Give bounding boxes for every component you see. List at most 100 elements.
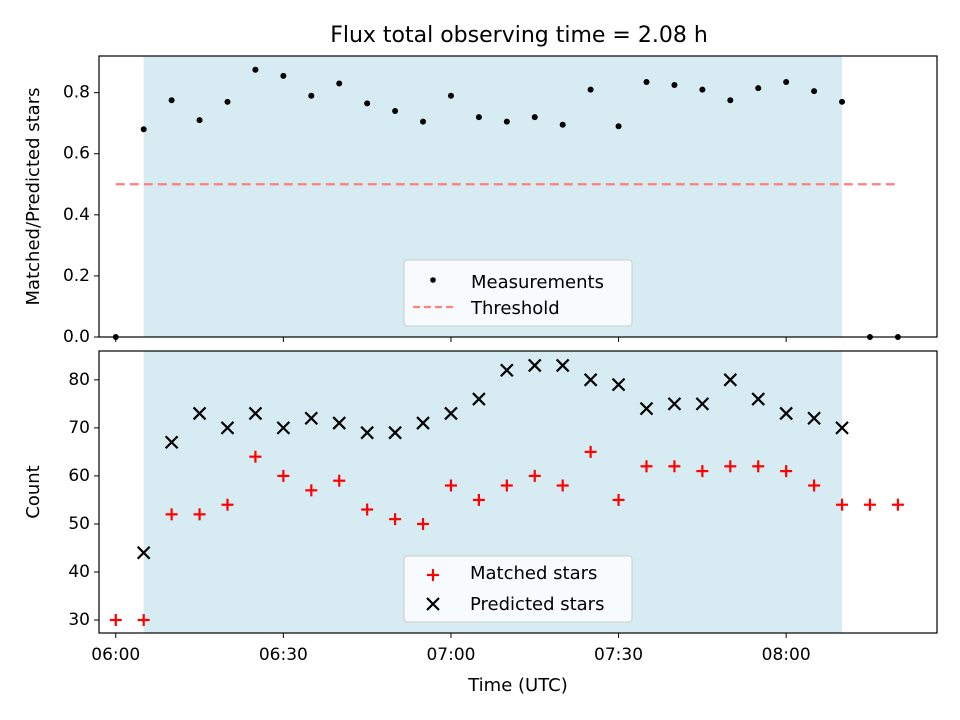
measurement-point	[699, 86, 706, 93]
matched-stars-point	[500, 479, 513, 492]
measurement-point	[531, 114, 538, 121]
predicted-stars-point	[527, 358, 542, 373]
legend-predicted-label: Predicted stars	[470, 594, 604, 615]
matched-stars-point	[696, 465, 709, 478]
legend-threshold-label: Threshold	[470, 298, 560, 319]
legend-predicted-marker	[426, 597, 440, 611]
top-legend: Measurements Threshold	[403, 259, 633, 327]
measurement-point	[252, 66, 259, 73]
x-tick-label: 07:30	[594, 645, 643, 665]
measurement-point	[196, 117, 203, 124]
measurement-point	[392, 107, 399, 114]
bottom-axes-frame	[98, 350, 938, 634]
matched-stars-point	[752, 460, 765, 473]
y-tick-label: 40	[68, 562, 90, 582]
predicted-stars-point	[807, 411, 821, 426]
measurement-point	[503, 118, 510, 125]
predicted-stars-point	[360, 425, 374, 440]
top-x-ticks	[115, 337, 787, 342]
predicted-stars-point	[276, 421, 291, 435]
measurement-point	[364, 100, 371, 107]
predicted-stars-point	[751, 392, 766, 406]
matched-stars-point	[556, 479, 569, 492]
predicted-stars-point	[695, 397, 710, 411]
matched-stars-point	[836, 498, 849, 511]
matched-stars-point	[333, 474, 346, 487]
y-tick-label: 70	[68, 418, 90, 438]
top-panel: 0.00.20.40.60.8 Matched/Predicted stars …	[23, 55, 938, 347]
matched-stars-point	[584, 445, 597, 458]
y-tick-label: 60	[68, 466, 90, 486]
bottom-legend-box	[403, 555, 633, 623]
measurement-point	[420, 118, 427, 125]
top-y-axis-label: Matched/Predicted stars	[23, 88, 44, 306]
predicted-stars-point	[555, 358, 570, 373]
bottom-x-axis: 06:00 06:30 07:00 07:30 08:00	[91, 633, 811, 665]
measurement-point	[643, 78, 650, 85]
matched-stars-point	[444, 479, 457, 492]
bottom-data-marks	[109, 358, 904, 627]
measurement-point	[811, 88, 818, 95]
bottom-y-axis: 30 40 50 60 70 80	[68, 370, 99, 630]
matched-stars-point	[361, 503, 374, 516]
predicted-stars-point	[164, 435, 179, 450]
predicted-stars-point	[723, 373, 738, 387]
y-tick-label: 30	[68, 610, 90, 630]
measurement-point	[168, 97, 175, 104]
top-axes-frame	[98, 55, 938, 338]
matched-stars-point	[780, 465, 793, 478]
matched-stars-point	[389, 513, 402, 526]
predicted-stars-point	[304, 411, 319, 426]
bottom-legend: Matched stars Predicted stars	[403, 555, 633, 623]
matched-stars-point	[417, 517, 430, 530]
legend-matched-marker	[427, 569, 439, 581]
matched-stars-point	[249, 450, 262, 463]
predicted-stars-point	[779, 406, 793, 421]
predicted-stars-point	[472, 392, 486, 406]
y-tick-label: 0.6	[63, 144, 90, 164]
x-tick-label: 08:00	[762, 645, 811, 665]
matched-stars-point	[165, 508, 178, 521]
predicted-stars-point	[388, 425, 402, 440]
y-tick-label: 0.4	[63, 205, 90, 225]
measurement-point	[839, 98, 846, 105]
top-legend-box	[403, 259, 633, 327]
measurement-point	[559, 121, 566, 128]
predicted-stars-point	[332, 416, 347, 430]
predicted-stars-point	[220, 421, 235, 435]
measurement-point	[755, 85, 762, 92]
predicted-stars-point	[583, 373, 598, 387]
chart-title: Flux total observing time = 2.08 h	[330, 23, 708, 48]
matched-stars-point	[808, 479, 821, 492]
predicted-stars-point	[248, 406, 263, 421]
matched-stars-point	[277, 469, 290, 482]
matched-stars-point	[668, 460, 681, 473]
x-axis-label: Time (UTC)	[467, 675, 568, 696]
measurement-point	[280, 72, 287, 79]
measurement-point	[783, 78, 790, 85]
matched-stars-point	[528, 469, 541, 482]
top-data-marks	[112, 66, 901, 340]
matched-stars-point	[137, 614, 150, 627]
legend-matched-label: Matched stars	[470, 563, 597, 584]
predicted-stars-point	[611, 377, 626, 392]
matched-stars-point	[472, 493, 485, 506]
measurement-point	[727, 97, 734, 104]
predicted-stars-point	[639, 401, 654, 416]
matched-stars-point	[305, 484, 318, 497]
y-tick-label: 80	[68, 370, 90, 390]
legend-measurements-label: Measurements	[471, 272, 604, 293]
matched-stars-point	[891, 498, 904, 511]
y-tick-label: 0.0	[63, 327, 90, 347]
predicted-stars-point	[444, 406, 458, 421]
matched-stars-point	[640, 460, 653, 473]
predicted-stars-point	[136, 545, 151, 560]
measurement-point	[475, 114, 482, 121]
predicted-stars-point	[416, 416, 430, 430]
measurement-point	[336, 80, 343, 87]
matched-stars-point	[863, 498, 876, 511]
measurement-point	[447, 92, 454, 99]
legend-measurements-marker	[430, 277, 436, 283]
predicted-stars-point	[835, 421, 849, 435]
